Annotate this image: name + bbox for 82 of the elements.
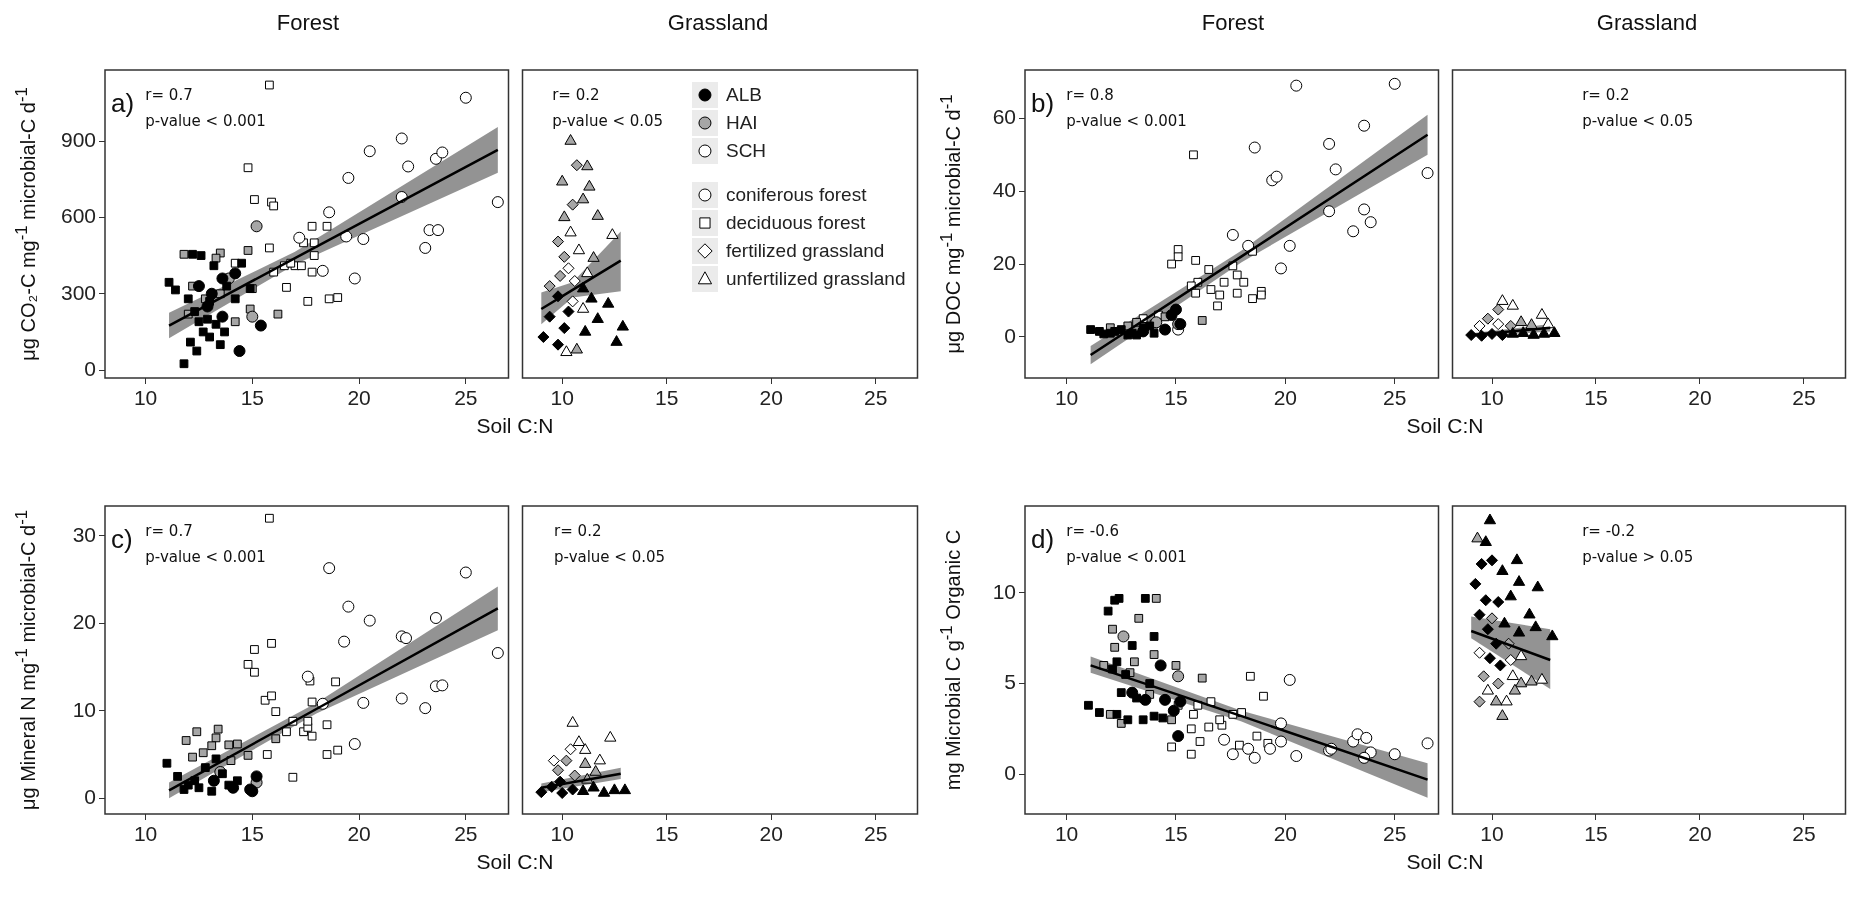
annotation: r= 0.7 [145,86,193,104]
y-tick-label: 20 [992,250,1016,274]
y-tick-label: 20 [72,610,96,634]
chart-title: Forest [275,10,341,36]
x-tick-label: 10 [550,386,574,410]
legend-label: coniferous forest [725,184,868,206]
annotation: p-value > 0.05 [1582,548,1694,566]
x-tick-label: 20 [1688,822,1712,846]
x-tick-label: 25 [454,822,478,846]
annotation: r= 0.2 [552,86,600,104]
y-tick-label: 30 [72,522,96,546]
x-tick-label: 20 [1273,386,1298,410]
y-tick-label: 5 [1004,670,1016,694]
y-tick-label: 10 [992,579,1016,603]
annotation: b) [1031,88,1055,118]
annotation: p-value < 0.001 [145,548,266,566]
y-tick-label: 600 [60,204,96,228]
y-tick-label: 300 [60,280,96,304]
y-tick-label: 40 [992,178,1016,202]
annotation: p-value < 0.05 [554,548,666,566]
chart-title: Forest [1200,10,1266,36]
x-tick-label: 15 [240,822,264,846]
y-tick-label: 0 [84,356,96,380]
x-tick-label: 20 [1273,822,1298,846]
x-tick-label: 25 [1383,822,1407,846]
x-tick-label: 15 [1584,386,1608,410]
legend-label: HAI [725,112,758,134]
x-tick-label: 10 [1054,822,1079,846]
x-axis-title: Soil C:N [475,414,555,438]
x-tick-label: 10 [1480,822,1504,846]
y-tick-label: 900 [60,127,96,151]
x-tick-label: 15 [1164,386,1188,410]
x-tick-label: 10 [133,386,158,410]
y-tick-label: 0 [1004,760,1016,784]
x-tick-label: 10 [550,822,574,846]
y-tick-label: 10 [72,697,96,721]
x-tick-label: 20 [1688,386,1712,410]
x-axis-title: Soil C:N [475,850,555,874]
x-tick-label: 10 [1054,386,1079,410]
x-tick-label: 25 [1383,386,1407,410]
chart-title: Grassland [1595,10,1699,36]
annotation: d) [1031,524,1055,554]
x-tick-label: 15 [655,822,679,846]
x-tick-label: 10 [133,822,158,846]
x-tick-label: 20 [347,822,371,846]
annotation: r= 0.2 [1582,86,1630,104]
annotation: p-value < 0.001 [1066,112,1187,130]
annotation: r= -0.6 [1066,522,1120,540]
annotation: r= 0.2 [554,522,602,540]
y-tick-label: 60 [992,105,1016,129]
annotation: r= 0.7 [145,522,193,540]
x-tick-label: 10 [1480,386,1504,410]
legend-label: unfertilized grassland [725,268,906,290]
x-tick-label: 25 [864,386,888,410]
annotation: p-value < 0.001 [145,112,266,130]
x-tick-label: 15 [1584,822,1608,846]
legend-label: ALB [725,84,762,106]
annotation: r= -0.2 [1582,522,1635,540]
y-tick-label: 0 [1004,323,1016,347]
x-tick-label: 25 [1792,386,1816,410]
x-tick-label: 20 [347,386,371,410]
legend-label: fertilized grassland [725,240,885,262]
annotation: p-value < 0.05 [552,112,664,130]
x-tick-label: 15 [655,386,679,410]
x-tick-label: 25 [454,386,478,410]
annotation: r= 0.8 [1066,86,1114,104]
x-tick-label: 15 [240,386,264,410]
annotation: p-value < 0.05 [1582,112,1694,130]
annotation: c) [111,524,133,554]
annotation: a) [111,88,135,118]
x-tick-label: 25 [1792,822,1816,846]
x-tick-label: 15 [1164,822,1188,846]
x-axis-title: Soil C:N [1405,850,1485,874]
x-tick-label: 20 [759,386,783,410]
y-tick-label: 0 [84,785,96,809]
x-tick-label: 20 [759,822,783,846]
annotation: p-value < 0.001 [1066,548,1187,566]
legend-label: deciduous forest [725,212,867,234]
chart-title: Grassland [666,10,770,36]
x-tick-label: 25 [864,822,888,846]
x-axis-title: Soil C:N [1405,414,1485,438]
legend-label: SCH [725,140,767,162]
